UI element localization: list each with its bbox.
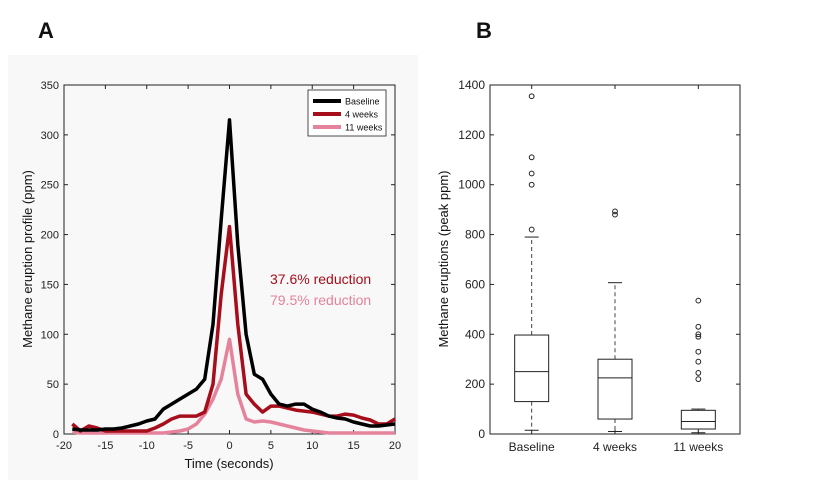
plot-a-ylabel: Methane eruption profile (ppm)	[20, 170, 35, 348]
plot-a-legend: Baseline 4 weeks 11 weeks	[307, 89, 387, 137]
legend-label: 4 weeks	[345, 110, 379, 120]
y-tick-label: 300	[41, 130, 59, 142]
outlier-point	[528, 170, 535, 177]
panel-b-box-plot: 0 200 400 600 800 1000 1200 1400 Baseline 4 week…	[436, 78, 741, 454]
y-tick-label: 100	[41, 329, 59, 341]
series-line-11-weeks	[72, 337, 395, 435]
y-tick-label: 1200	[458, 128, 485, 142]
y-tick-label: 50	[47, 379, 59, 391]
y-tick-label: 150	[41, 279, 59, 291]
iqr-box	[514, 334, 550, 403]
y-tick-label: 250	[41, 180, 59, 192]
plot-b-ylabel: Methane eruptions (peak ppm)	[436, 170, 451, 347]
panel-b-label: B	[476, 18, 492, 43]
y-tick-label: 800	[465, 228, 485, 242]
y-tick-label: 200	[465, 377, 485, 391]
x-tick-label: -20	[56, 440, 72, 452]
x-tick-label: -5	[183, 440, 193, 452]
x-tick-label: 0	[226, 440, 232, 452]
outlier-point	[695, 297, 702, 304]
x-tick-label: -15	[97, 440, 113, 452]
box-baseline	[514, 93, 550, 431]
y-tick-label: 400	[465, 327, 485, 341]
plot-b-frame	[489, 84, 741, 435]
annotation-79-5-reduction: 79.5% reduction	[270, 292, 371, 308]
outlier-point	[528, 226, 535, 233]
box-4-weeks	[597, 208, 633, 433]
y-tick-label: 1000	[458, 178, 485, 192]
y-tick-label: 0	[478, 427, 485, 441]
series-line-baseline	[72, 118, 396, 432]
x-tick-label: -10	[139, 440, 155, 452]
plot-a-xlabel: Time (seconds)	[184, 456, 273, 471]
x-tick-label: 10	[306, 440, 318, 452]
y-tick-label: 0	[53, 429, 59, 441]
series-line-4-weeks	[71, 224, 396, 433]
x-tick-label: 5	[268, 440, 274, 452]
outlier-point	[695, 348, 702, 355]
panel-a-label: A	[38, 18, 54, 43]
iqr-box	[597, 358, 633, 420]
legend-label: Baseline	[345, 97, 380, 107]
outlier-point	[612, 211, 618, 218]
outlier-point	[695, 376, 702, 383]
outlier-point	[528, 93, 535, 100]
legend-label: 11 weeks	[345, 123, 383, 133]
outlier-point	[528, 154, 535, 161]
outlier-point	[695, 323, 702, 330]
outlier-point	[528, 181, 535, 188]
annotation-37-6-reduction: 37.6% reduction	[270, 271, 371, 287]
box-11-weeks	[680, 297, 716, 434]
x-tick-label: 4 weeks	[593, 440, 637, 454]
iqr-box	[680, 409, 716, 430]
x-tick-label: 20	[389, 440, 401, 452]
x-tick-label: 15	[348, 440, 360, 452]
outlier-point	[695, 331, 702, 338]
outlier-point	[695, 370, 702, 376]
panel-a-line-chart: 0 50 100 150 200 250 300 350 -20 -15 -10 -5 0 5 10 15 2…	[20, 80, 401, 471]
x-tick-label: Baseline	[509, 440, 555, 454]
y-tick-label: 350	[41, 80, 59, 92]
x-tick-label: 11 weeks	[673, 440, 723, 454]
outlier-point	[612, 208, 618, 215]
outlier-point	[695, 333, 702, 340]
outlier-point	[695, 358, 702, 365]
y-tick-label: 200	[41, 230, 59, 242]
y-tick-label: 600	[465, 277, 485, 291]
y-tick-label: 1400	[458, 78, 485, 92]
